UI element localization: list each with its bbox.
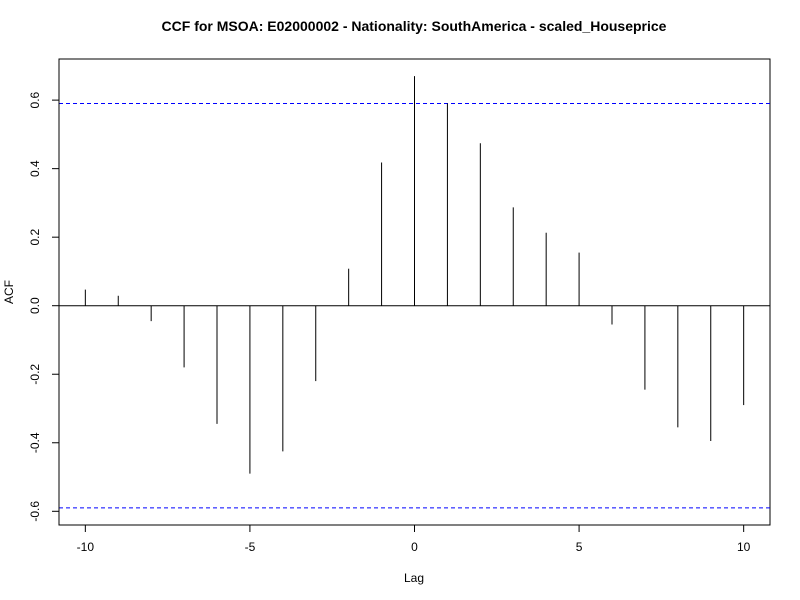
x-axis-label: Lag — [404, 571, 424, 585]
x-tick-label: 5 — [576, 540, 583, 554]
y-tick-label: 0.0 — [28, 297, 42, 314]
y-axis: -0.6 -0.4 -0.2 0.0 0.2 0.4 0.6 — [28, 91, 60, 522]
x-axis: -10 -5 0 5 10 — [77, 524, 751, 554]
y-tick-label: -0.4 — [28, 432, 42, 453]
y-tick-label: 0.4 — [28, 160, 42, 177]
x-tick-label: 10 — [737, 540, 751, 554]
x-tick-label: 0 — [411, 540, 418, 554]
y-tick-label: -0.6 — [28, 501, 42, 522]
y-axis-label: ACF — [2, 280, 16, 304]
x-tick-label: -10 — [77, 540, 95, 554]
ccf-bars — [84, 76, 745, 474]
y-tick-label: 0.6 — [28, 91, 42, 108]
chart-title: CCF for MSOA: E02000002 - Nationality: S… — [162, 18, 667, 34]
x-tick-label: -5 — [245, 540, 256, 554]
y-tick-label: 0.2 — [28, 229, 42, 246]
y-tick-label: -0.2 — [28, 364, 42, 385]
